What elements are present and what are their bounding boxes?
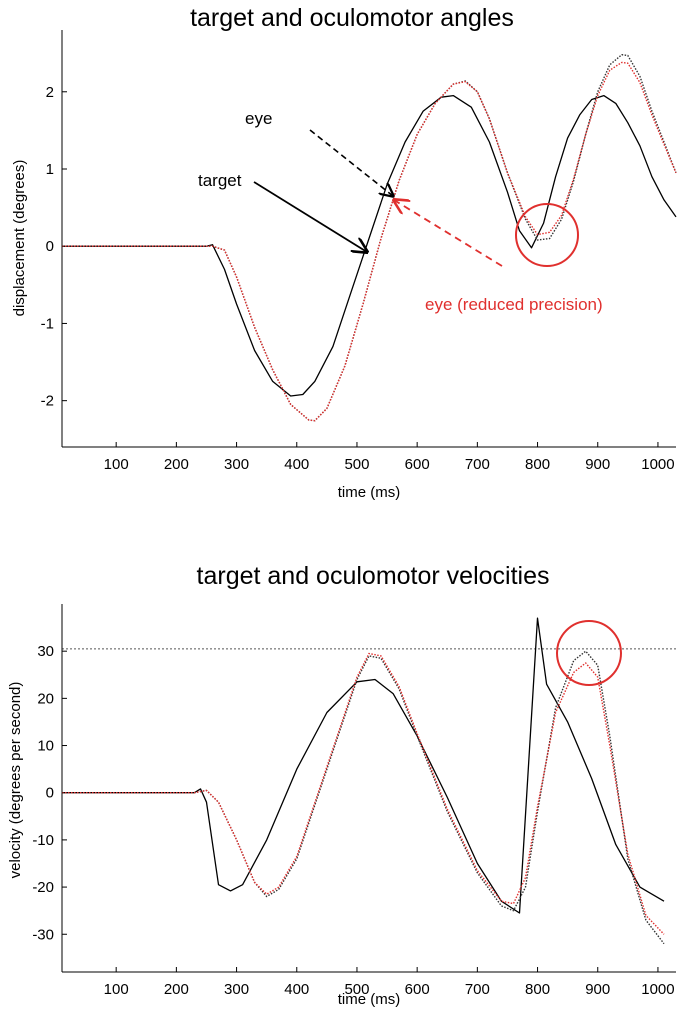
y-tick-label: -20 <box>32 879 54 896</box>
x-tick-label: 800 <box>525 456 550 473</box>
eye-annotation: eye <box>245 109 272 128</box>
x-tick-label: 600 <box>405 456 430 473</box>
chart-title: target and oculomotor velocities <box>197 562 550 590</box>
y-tick-label: -1 <box>41 315 54 332</box>
x-tick-label: 600 <box>405 981 430 998</box>
x-tick-label: 300 <box>224 981 249 998</box>
y-tick-label: 20 <box>37 690 54 707</box>
velocities-chart: target and oculomotor velocities 100 200 3… <box>7 562 676 1008</box>
x-tick-label: 100 <box>104 981 129 998</box>
target-annotation: target <box>198 171 242 190</box>
x-axis-label: time (ms) <box>338 484 401 501</box>
reduced-precision-annotation: eye (reduced precision) <box>425 295 603 314</box>
y-tick-label: 0 <box>46 238 54 255</box>
x-tick-label: 700 <box>465 981 490 998</box>
x-tick-label: 500 <box>344 456 369 473</box>
x-tick-label: 800 <box>525 981 550 998</box>
x-tick-label: 900 <box>585 981 610 998</box>
x-tick-label: 300 <box>224 456 249 473</box>
y-axis-label: velocity (degrees per second) <box>7 682 24 879</box>
x-tick-label: 200 <box>164 981 189 998</box>
x-tick-label: 700 <box>465 456 490 473</box>
x-tick-label: 100 <box>104 456 129 473</box>
x-tick-label: 200 <box>164 456 189 473</box>
x-tick-label: 500 <box>344 981 369 998</box>
series-line-eye-reduced-precision <box>62 61 677 422</box>
series-line-target <box>62 94 677 397</box>
y-tick-label: -30 <box>32 926 54 943</box>
x-tick-label: 900 <box>585 456 610 473</box>
y-tick-label: -10 <box>32 832 54 849</box>
highlight-circle <box>515 203 579 267</box>
y-axis-label: displacement (degrees) <box>11 160 28 317</box>
series-line-eye-reduced-precision <box>62 652 665 935</box>
y-tick-label: 10 <box>37 738 54 755</box>
target-arrow <box>253 181 367 252</box>
eye-arrow <box>309 129 393 196</box>
y-tick-label: 2 <box>46 84 54 101</box>
x-tick-label: 400 <box>284 456 309 473</box>
y-tick-label: -2 <box>41 393 54 410</box>
x-axis-label: time (ms) <box>338 991 401 1008</box>
series-line-eye <box>62 650 665 945</box>
x-tick-label: 400 <box>284 981 309 998</box>
y-tick-label: 0 <box>46 785 54 802</box>
y-tick-label: 1 <box>46 161 54 178</box>
reduced-precision-arrow <box>394 200 503 267</box>
y-tick-label: 30 <box>37 643 54 660</box>
highlight-circle <box>556 620 622 686</box>
series-line-target <box>62 617 665 914</box>
x-tick-label: 1000 <box>641 981 674 998</box>
chart-title: target and oculomotor angles <box>190 4 514 32</box>
angles-chart: target and oculomotor angles 100 200 300 40… <box>11 4 677 501</box>
x-tick-label: 1000 <box>641 456 674 473</box>
